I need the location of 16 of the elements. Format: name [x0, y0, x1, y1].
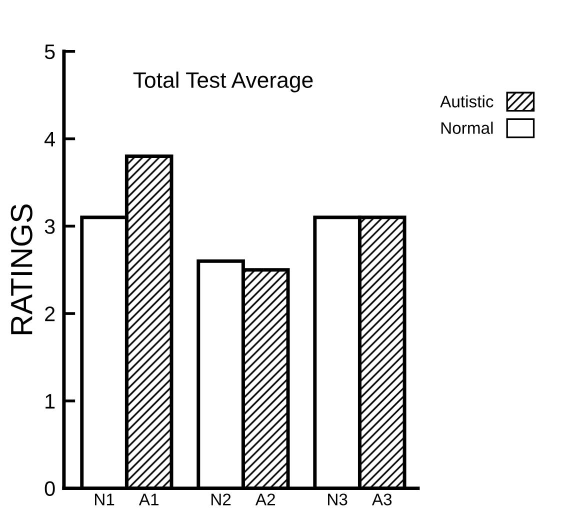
legend-label: Normal — [441, 122, 493, 134]
x-tick-label: N1 — [95, 494, 114, 506]
x-tick-label: N2 — [212, 494, 231, 506]
y-tick-label: 4 — [44, 132, 56, 146]
y-axis-title: RATINGS — [10, 204, 32, 334]
legend-label: Autistic — [440, 95, 494, 108]
x-tick-label: A2 — [255, 494, 275, 506]
y-tick-label: 0 — [44, 481, 55, 496]
y-tick-label: 1 — [46, 394, 55, 408]
x-tick-label: A3 — [372, 494, 392, 506]
x-tick-label: A1 — [138, 494, 158, 506]
y-tick-label: 3 — [44, 219, 55, 234]
y-tick-label: 5 — [44, 44, 55, 60]
x-tick-label: N3 — [328, 494, 348, 506]
y-tick-label: 2 — [45, 306, 55, 322]
text: Total Test Average — [133, 72, 313, 92]
